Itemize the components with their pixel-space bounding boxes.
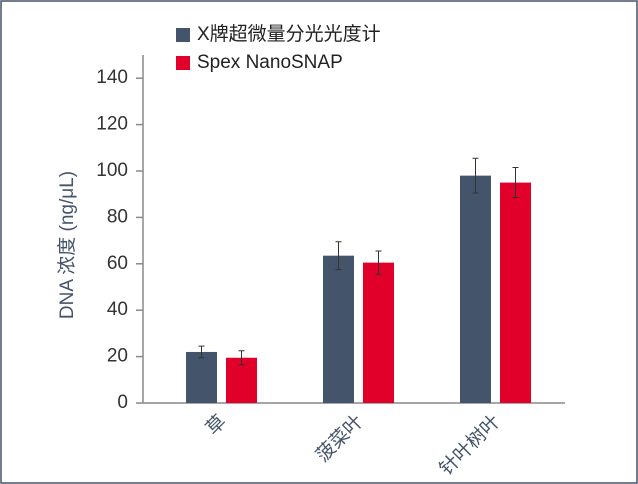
y-tick-label: 140 <box>96 67 128 88</box>
y-tick-label: 60 <box>107 253 128 274</box>
bar <box>363 262 394 403</box>
bar <box>323 255 354 403</box>
legend-swatch <box>176 56 190 70</box>
error-bar <box>375 250 382 275</box>
bar <box>460 175 491 403</box>
y-tick-label: 100 <box>96 160 128 181</box>
error-bar <box>335 241 342 271</box>
error-bar <box>238 350 245 366</box>
legend-label: Spex NanoSNAP <box>197 52 343 73</box>
y-tick-label: 0 <box>117 392 128 413</box>
legend-swatch <box>176 28 190 42</box>
y-tick-label: 20 <box>107 346 128 367</box>
bar <box>500 182 531 403</box>
error-bar <box>198 345 205 359</box>
y-tick-label: 80 <box>107 206 128 227</box>
legend-label: X牌超微量分光光度计 <box>197 23 381 45</box>
bar <box>226 357 257 403</box>
bar <box>186 351 217 403</box>
error-bar <box>472 157 479 194</box>
y-tick-label: 40 <box>107 299 128 320</box>
y-axis-label: DNA 浓度 (ng/μL) <box>56 171 78 319</box>
y-tick-label: 120 <box>96 114 128 135</box>
error-bar <box>512 167 519 199</box>
